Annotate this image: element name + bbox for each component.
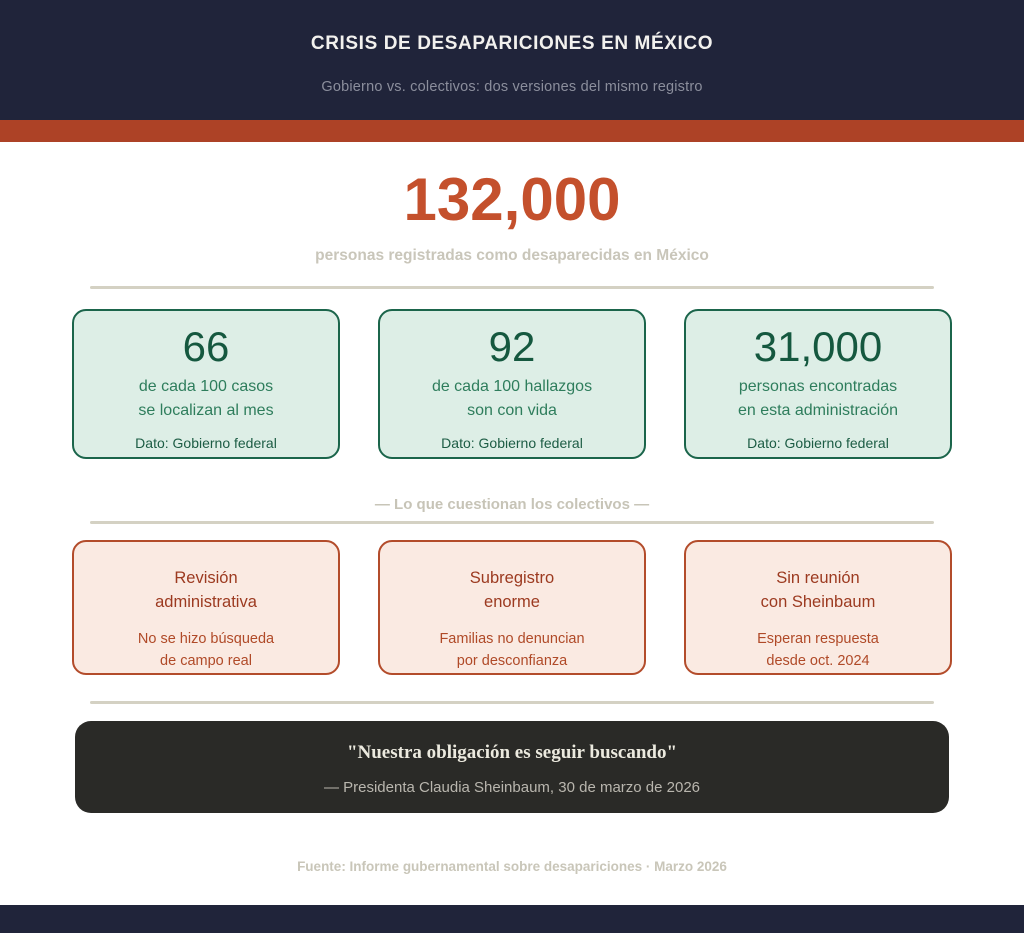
stat-line: son con vida bbox=[467, 402, 557, 420]
stat-value: 66 bbox=[182, 323, 230, 370]
gov-stat-card-encontradas: 31,000 personas encontradas en esta admi… bbox=[684, 309, 952, 459]
government-stats-row: 66 de cada 100 casos se localizan al mes… bbox=[0, 309, 1024, 459]
gov-stat-card-localizados: 66 de cada 100 casos se localizan al mes… bbox=[72, 309, 340, 459]
stat-line: personas encontradas bbox=[738, 378, 898, 396]
claim-card-reunion: Sin reunión con Sheinbaum Esperan respue… bbox=[684, 540, 952, 675]
page-subtitle: Gobierno vs. colectivos: dos versiones d… bbox=[321, 79, 703, 95]
claim-body: Familias no denuncian bbox=[439, 630, 585, 647]
claim-body: por desconfianza bbox=[456, 653, 568, 670]
stat-line: en esta administración bbox=[737, 402, 899, 420]
hero-section: 132,000 personas registradas como desapa… bbox=[0, 142, 1024, 265]
divider-bottom bbox=[90, 701, 934, 704]
quote-box: "Nuestra obligación es seguir buscando" … bbox=[75, 721, 949, 813]
gov-stat-card-hallazgos: 92 de cada 100 hallazgos son con vida Da… bbox=[378, 309, 646, 459]
claim-title: Subregistro bbox=[469, 569, 555, 587]
divider-top bbox=[90, 286, 934, 289]
claim-title: enorme bbox=[484, 592, 540, 611]
stat-value: 92 bbox=[488, 323, 536, 370]
stat-source: Dato: Gobierno federal bbox=[441, 435, 583, 452]
page-title: CRISIS DE DESAPARICIONES EN MÉXICO bbox=[310, 33, 714, 54]
stat-value: 31,000 bbox=[753, 323, 883, 370]
hero-stat-caption: personas registradas como desaparecidas … bbox=[315, 247, 709, 264]
claim-body: desde oct. 2024 bbox=[766, 653, 870, 670]
claim-body: No se hizo búsqueda bbox=[137, 630, 275, 647]
claim-title: con Sheinbaum bbox=[760, 592, 876, 611]
claim-body: Esperan respuesta bbox=[757, 630, 879, 647]
source-line: Fuente: Informe gubernamental sobre desa… bbox=[297, 859, 727, 874]
stat-line: de cada 100 hallazgos bbox=[431, 378, 593, 396]
claim-title: administrativa bbox=[155, 592, 257, 611]
stat-source: Dato: Gobierno federal bbox=[135, 435, 277, 452]
hero-stat-number: 132,000 bbox=[403, 166, 621, 233]
infographic-header: CRISIS DE DESAPARICIONES EN MÉXICO Gobie… bbox=[0, 0, 1024, 120]
stat-line: se localizan al mes bbox=[138, 402, 274, 420]
stat-line: de cada 100 casos bbox=[138, 378, 274, 396]
accent-bar bbox=[0, 120, 1024, 142]
divider-middle bbox=[90, 521, 934, 524]
quote-attribution: — Presidenta Claudia Sheinbaum, 30 de ma… bbox=[323, 779, 701, 796]
collectives-section-label: — Lo que cuestionan los colectivos — bbox=[374, 496, 650, 513]
claim-body: de campo real bbox=[160, 653, 252, 670]
claim-card-subregistro: Subregistro enorme Familias no denuncian… bbox=[378, 540, 646, 675]
claim-title: Sin reunión bbox=[776, 569, 860, 587]
quote-text: "Nuestra obligación es seguir buscando" bbox=[346, 742, 678, 763]
collectives-claims-row: Revisión administrativa No se hizo búsqu… bbox=[0, 540, 1024, 675]
bottom-bar bbox=[0, 905, 1024, 933]
claim-card-revision: Revisión administrativa No se hizo búsqu… bbox=[72, 540, 340, 675]
claim-title: Revisión bbox=[174, 569, 238, 587]
stat-source: Dato: Gobierno federal bbox=[747, 435, 889, 452]
